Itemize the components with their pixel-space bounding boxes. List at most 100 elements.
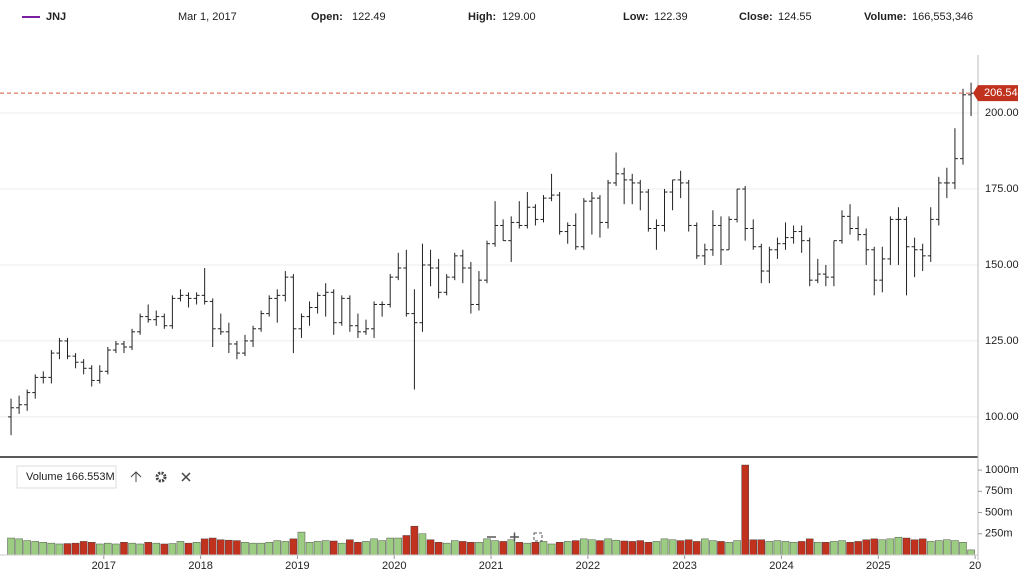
- volume-bar: [596, 540, 604, 556]
- volume-tick-label: 500m: [985, 506, 1013, 518]
- volume-bar: [620, 540, 628, 556]
- volume-bar: [588, 539, 596, 556]
- volume-bar: [459, 541, 467, 556]
- volume-bar: [79, 541, 88, 556]
- volume-bar: [241, 542, 249, 556]
- volume-pane: [7, 464, 975, 556]
- volume-bar: [902, 537, 911, 556]
- volume-bar: [15, 538, 23, 556]
- volume-tick-label: 1000m: [985, 464, 1019, 476]
- low-label: Low:: [623, 11, 649, 23]
- volume-bar: [935, 540, 943, 556]
- volume-bar: [225, 539, 233, 556]
- last-price-label: 206.54: [984, 87, 1018, 99]
- volume-label: Volume:: [864, 11, 907, 23]
- volume-bar: [104, 542, 112, 556]
- volume-bar: [612, 539, 620, 556]
- volume-bar: [410, 525, 419, 556]
- x-tick-label: 2021: [479, 560, 503, 572]
- volume-bar: [55, 543, 64, 556]
- volume-legend: Volume 166.553M: [26, 471, 115, 483]
- open: 122.49: [352, 11, 386, 23]
- volume-bar: [442, 542, 451, 556]
- volume-bar: [555, 542, 564, 556]
- volume-bar: [305, 542, 314, 556]
- last-price-box: [973, 85, 1018, 102]
- axis-labels: 100.00 125.00 150.00 175.00 200.00 250m 500m 75…: [0, 85, 1019, 572]
- volume-bar: [539, 541, 548, 556]
- close: 124.55: [778, 11, 812, 23]
- symbol: JNJ: [46, 11, 66, 23]
- volume-bar: [894, 536, 903, 556]
- y-tick-label: 125.00: [985, 335, 1019, 347]
- settings-icon[interactable]: [155, 471, 167, 483]
- y-tick-label: 175.00: [985, 183, 1019, 195]
- price-bars: [8, 82, 975, 436]
- volume-bar: [499, 541, 507, 556]
- zoom-in[interactable]: [510, 532, 519, 542]
- low: 122.39: [654, 11, 688, 23]
- volume-bar: [313, 541, 322, 556]
- volume-bar: [346, 539, 354, 556]
- volume-bar: [701, 538, 709, 556]
- reset-zoom[interactable]: [533, 532, 543, 542]
- volume-bar: [507, 539, 515, 556]
- volume-bar: [128, 542, 136, 556]
- volume-bar: [830, 541, 838, 556]
- volume-bar: [112, 543, 120, 556]
- volume-bar: [434, 542, 443, 556]
- volume-bar: [628, 541, 636, 556]
- volume-bar: [749, 539, 757, 556]
- volume-bar: [354, 542, 362, 556]
- volume-bar: [523, 542, 532, 556]
- move-up-icon[interactable]: [130, 471, 142, 482]
- volume-tick-label: 750m: [985, 485, 1013, 497]
- x-tick-label: 2019: [285, 560, 309, 572]
- volume-bar: [273, 540, 281, 556]
- volume-bar: [563, 541, 572, 556]
- volume-bar: [136, 543, 144, 556]
- volume-bar: [910, 539, 919, 556]
- x-tick-label: 2022: [576, 560, 600, 572]
- volume-bar: [7, 537, 15, 556]
- volume-bar: [967, 549, 975, 556]
- volume-bar: [192, 542, 201, 556]
- volume-bar: [176, 541, 185, 556]
- volume-bar: [668, 539, 677, 556]
- volume-bar: [144, 542, 152, 556]
- volume-bar: [717, 541, 725, 556]
- volume-bar: [329, 540, 338, 556]
- x-tick-label: 2018: [188, 560, 212, 572]
- volume: 166,553,346: [912, 11, 973, 23]
- volume-bar: [168, 543, 177, 556]
- volume-bar: [426, 539, 435, 556]
- volume-bar: [362, 541, 370, 556]
- volume-bar: [765, 541, 774, 556]
- close-icon[interactable]: [181, 472, 191, 482]
- volume-bar: [233, 540, 241, 556]
- volume-bar: [693, 541, 701, 556]
- volume-bar: [926, 541, 935, 556]
- volume-bar: [515, 542, 524, 556]
- volume-bar: [483, 538, 491, 556]
- volume-bar: [886, 538, 895, 556]
- volume-bar: [918, 538, 927, 556]
- volume-bar: [773, 540, 782, 556]
- volume-bar: [370, 538, 378, 556]
- volume-bar: [814, 542, 822, 556]
- y-tick-label: 150.00: [985, 259, 1019, 271]
- volume-bar: [152, 542, 160, 556]
- y-tick-label: 100.00: [985, 411, 1019, 423]
- volume-bar: [733, 540, 741, 556]
- volume-bar: [725, 542, 733, 556]
- volume-legend-box: [16, 465, 117, 489]
- volume-bar: [676, 540, 685, 556]
- volume-bar: [47, 542, 56, 556]
- volume-bar: [338, 542, 346, 556]
- volume-bar: [87, 542, 96, 556]
- volume-bar: [854, 541, 862, 556]
- volume-bar: [249, 542, 257, 556]
- volume-bar: [160, 543, 169, 556]
- y-tick-label: 200.00: [985, 107, 1019, 119]
